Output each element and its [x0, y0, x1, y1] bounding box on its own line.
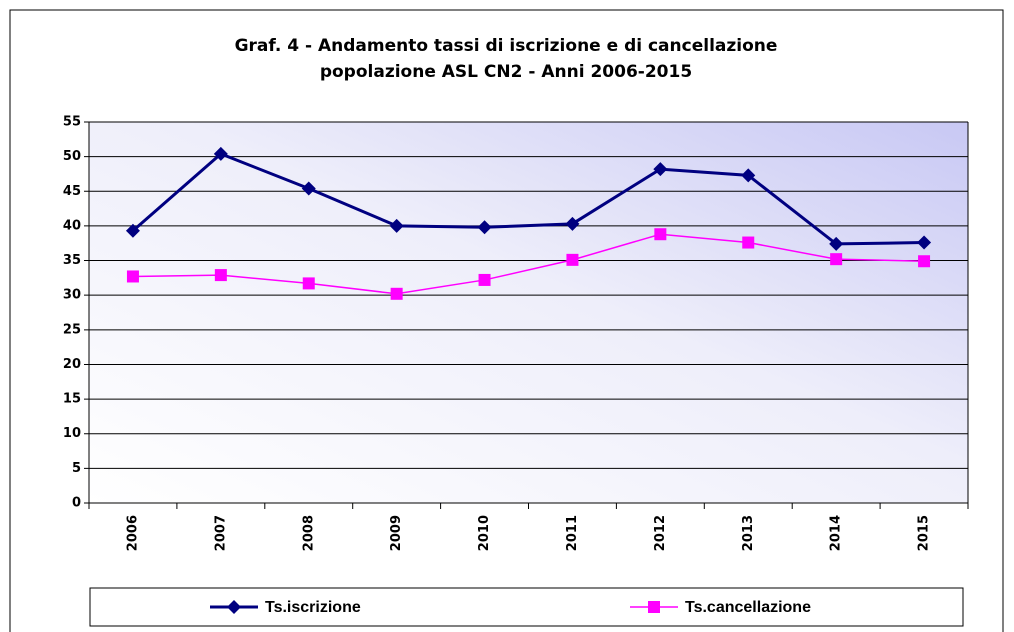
y-tick-label: 15 [63, 392, 81, 407]
x-tick-label: 2006 [125, 515, 140, 551]
legend [89, 587, 964, 627]
chart-title: popolazione ASL CN2 - Anni 2006-2015 [320, 62, 692, 82]
data-point [125, 223, 140, 238]
x-tick-label: 2011 [565, 515, 580, 551]
y-tick-label: 30 [63, 288, 81, 303]
legend-marker [648, 601, 660, 613]
y-tick-label: 20 [63, 357, 81, 372]
data-point [917, 235, 932, 250]
chart-frame [9, 9, 1004, 632]
y-tick-label: 5 [72, 461, 81, 476]
data-point [213, 146, 228, 161]
chart-title: Graf. 4 - Andamento tassi di iscrizione … [235, 36, 778, 56]
data-point [477, 220, 492, 235]
data-point [741, 168, 756, 183]
y-tick-label: 25 [63, 322, 81, 337]
x-tick-label: 2012 [653, 515, 668, 551]
data-point [126, 270, 139, 283]
data-point [654, 228, 667, 241]
x-tick-label: 2013 [741, 515, 756, 551]
plot-area [89, 122, 968, 503]
y-tick-label: 35 [63, 253, 81, 268]
x-tick-label: 2010 [477, 515, 492, 551]
data-point [389, 218, 404, 233]
data-point [830, 253, 843, 266]
data-point [302, 277, 315, 290]
legend-label: Ts.cancellazione [685, 599, 811, 616]
data-point [390, 287, 403, 300]
x-tick-label: 2009 [389, 515, 404, 551]
x-tick-label: 2014 [829, 515, 844, 551]
x-tick-label: 2007 [213, 515, 228, 551]
y-tick-label: 50 [63, 149, 81, 164]
y-tick-label: 10 [63, 426, 81, 441]
y-tick-label: 40 [63, 218, 81, 233]
x-tick-label: 2008 [301, 515, 316, 551]
y-tick-label: 45 [63, 184, 81, 199]
x-tick-label: 2015 [917, 515, 932, 551]
data-point [653, 162, 668, 177]
data-point [829, 236, 844, 251]
data-point [918, 255, 931, 268]
y-tick-label: 0 [72, 496, 81, 511]
legend-label: Ts.iscrizione [265, 599, 361, 616]
legend-marker [227, 600, 241, 614]
y-tick-label: 55 [63, 115, 81, 130]
data-point [478, 273, 491, 286]
series-line [131, 152, 925, 246]
data-point [742, 236, 755, 249]
data-point [566, 253, 579, 266]
data-point [565, 216, 580, 231]
series-line [132, 233, 925, 295]
data-point [214, 269, 227, 282]
data-point [301, 181, 316, 196]
